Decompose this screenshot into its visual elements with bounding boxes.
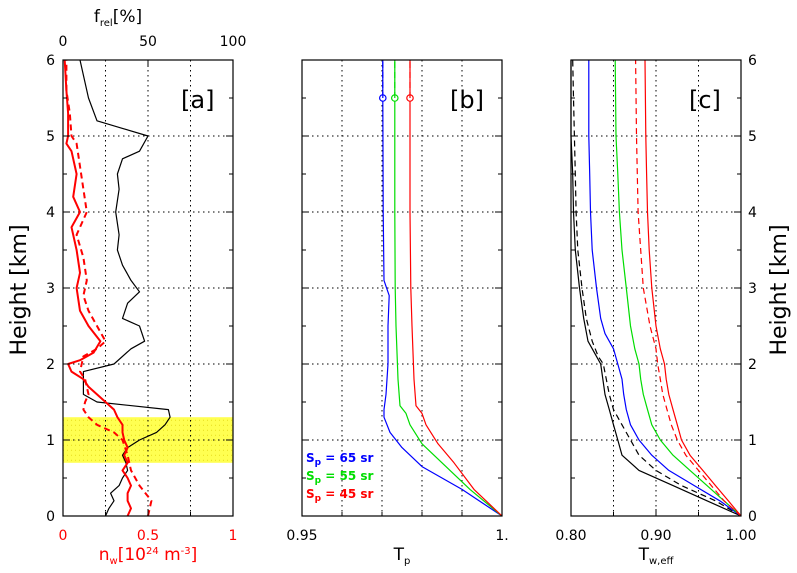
x-tick-label: 0.90 [640, 528, 671, 544]
x-tick-label: 0.95 [286, 528, 317, 544]
panel-label: [b] [450, 86, 484, 114]
series-line-1 [572, 59, 742, 517]
y-tick-label-left: 6 [46, 53, 55, 69]
series-line-3 [614, 59, 742, 517]
panel-b: 0.95 1. [b] [286, 59, 509, 544]
panel-c: 0.80 0.90 1.00 [c] [555, 59, 757, 544]
panel-label: [c] [689, 86, 721, 114]
x-tick-label: 0.80 [555, 528, 586, 544]
y-tick-label-left: 3 [46, 281, 55, 297]
series-line-2 [65, 60, 153, 517]
y-tick-label-right: 1 [748, 433, 757, 449]
legend-entry: Sp = 65 sr [306, 451, 374, 468]
y-tick-label-left: 0 [46, 509, 55, 525]
y-tick-label-right: 4 [748, 205, 757, 221]
top-tick-label: 50 [139, 34, 157, 50]
series-line-2 [409, 60, 503, 517]
series-line-1 [63, 59, 132, 517]
y-tick-label-left: 2 [46, 357, 55, 373]
x-tick-label: 0.5 [137, 528, 159, 544]
y-tick-label-left: 4 [46, 205, 55, 221]
legend-entry: Sp = 45 sr [306, 487, 374, 504]
top-tick-label: 0 [59, 34, 68, 50]
legend-entry: Sp = 55 sr [306, 469, 374, 486]
series-line-4 [644, 59, 742, 517]
x-axis-label-a: nw[1024 m-3] [99, 545, 198, 567]
x-tick-label: 1. [495, 528, 508, 544]
panel-a: 0 0.5 1 0 50 100 [a] [59, 34, 247, 544]
y-tick-label-right: 3 [748, 281, 757, 297]
series-line-2 [588, 60, 742, 517]
series-line-1 [394, 60, 503, 517]
x-axis-label-b: Tp [393, 545, 411, 567]
x-axis-label-c: Tw,eff [638, 545, 675, 567]
y-tick-label-left: 5 [46, 129, 55, 145]
y-tick-label-right: 0 [748, 509, 757, 525]
y-axis-label-right: Height [km] [767, 224, 792, 355]
y-tick-label-left: 1 [46, 433, 55, 449]
y-tick-label-right: 5 [748, 129, 757, 145]
x-tick-label: 1 [229, 528, 238, 544]
series-line-0 [79, 59, 171, 517]
x-tick-label: 1.00 [725, 528, 756, 544]
y-axis-label-left: Height [km] [7, 224, 32, 355]
series-line-5 [635, 59, 742, 517]
top-tick-label: 100 [220, 34, 247, 50]
series-line-0 [382, 60, 503, 517]
y-tick-label-right: 2 [748, 357, 757, 373]
panel-label: [a] [181, 86, 214, 114]
x-tick-label: 0 [59, 528, 68, 544]
y-tick-label-right: 6 [748, 53, 757, 69]
top-axis-label: frel[%] [94, 7, 142, 29]
